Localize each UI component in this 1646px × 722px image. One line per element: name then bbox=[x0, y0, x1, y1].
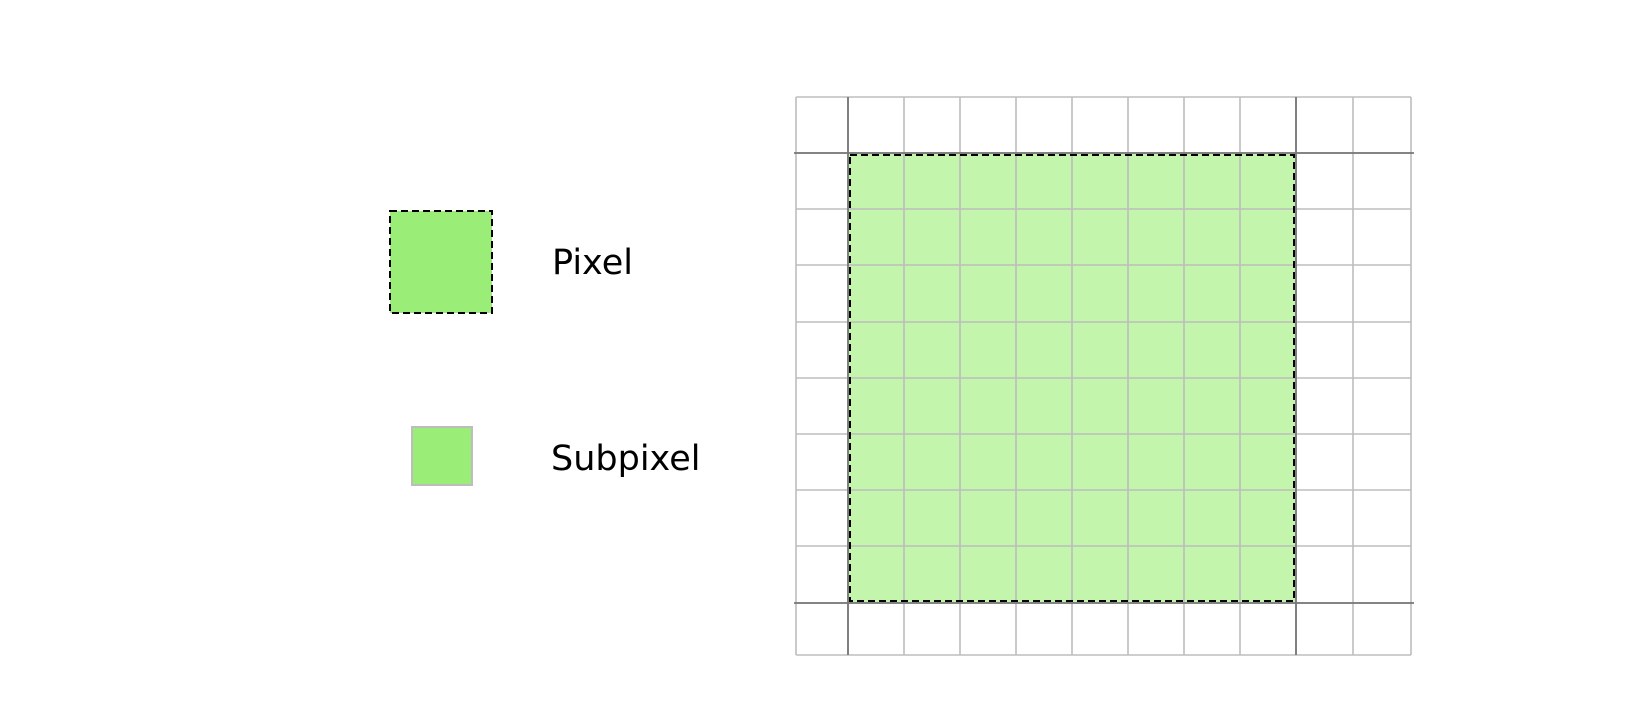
legend-subpixel: Subpixel bbox=[411, 426, 700, 486]
legend-pixel: Pixel bbox=[389, 210, 633, 314]
pixel-boundary-lines bbox=[794, 97, 1414, 655]
pixel-label: Pixel bbox=[552, 243, 633, 283]
subpixel-label: Subpixel bbox=[551, 439, 700, 479]
pixel-dashed-border bbox=[849, 154, 1295, 602]
subpixel-grid bbox=[794, 96, 1414, 656]
subpixel-swatch bbox=[411, 426, 473, 486]
pixel-swatch bbox=[389, 210, 493, 314]
